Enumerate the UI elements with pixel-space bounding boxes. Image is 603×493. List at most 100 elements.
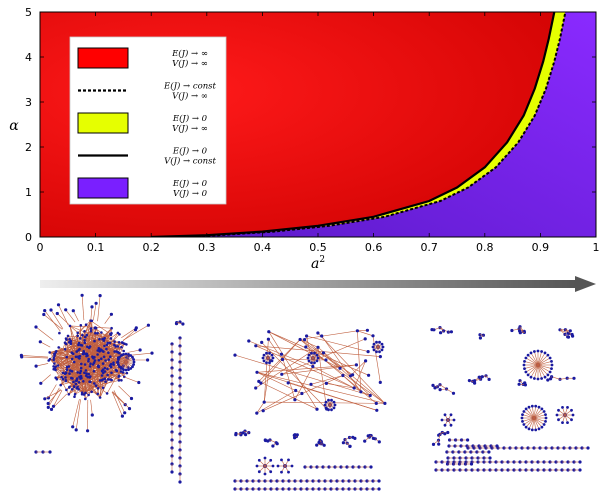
network-node: [524, 425, 528, 429]
network-node: [449, 413, 453, 417]
network-node: [487, 450, 491, 454]
network-node: [341, 373, 345, 378]
network-node: [87, 393, 90, 397]
network-node: [378, 380, 382, 384]
network-node: [372, 342, 376, 346]
legend-item: E(J) → 0V(J) → ∞: [77, 112, 208, 134]
network-node: [87, 359, 90, 363]
legend-label-line1: E(J) → ∞: [171, 48, 208, 59]
network-edge: [127, 349, 141, 353]
network-node: [377, 440, 381, 444]
network-node: [74, 382, 78, 386]
network-node: [522, 410, 526, 413]
network-edge: [268, 339, 283, 360]
network-node: [54, 376, 57, 380]
network-edge: [534, 364, 539, 379]
network-node: [48, 357, 52, 361]
network-node: [54, 350, 58, 353]
network-edge: [261, 342, 327, 410]
network-edge: [255, 345, 381, 357]
network-node: [138, 348, 142, 352]
network-node: [43, 309, 47, 313]
network-edge: [530, 352, 539, 366]
solid-boundary-line: [151, 12, 556, 237]
network-node: [254, 386, 258, 390]
network-edge: [101, 332, 119, 359]
network-node: [102, 355, 106, 359]
network-edge: [90, 399, 93, 416]
network-node: [181, 322, 185, 326]
network-node: [550, 360, 553, 363]
network-edge: [533, 417, 546, 422]
network-node: [63, 372, 67, 376]
network-node: [530, 428, 534, 432]
network-edge: [93, 303, 97, 321]
network-node: [94, 331, 97, 335]
network-edge: [40, 341, 51, 348]
network-node: [70, 388, 74, 391]
network-node: [446, 430, 450, 435]
network-panel-left: [19, 293, 185, 484]
network-edge: [532, 417, 535, 430]
network-node: [84, 397, 87, 401]
arrow-shaft: [40, 280, 575, 288]
network-node: [333, 403, 337, 407]
network-node: [488, 456, 492, 460]
network-node: [78, 354, 82, 358]
network-node: [330, 398, 333, 402]
network-node: [115, 369, 119, 373]
network-node: [88, 345, 92, 348]
network-node: [304, 345, 308, 349]
network-edge: [78, 382, 89, 396]
network-node: [97, 364, 100, 368]
dashed-boundary-line: [162, 12, 567, 237]
network-node: [449, 330, 453, 334]
network-node: [290, 464, 294, 468]
network-node: [19, 353, 23, 357]
network-node: [380, 348, 384, 352]
network-edge: [113, 390, 125, 413]
network-node: [119, 367, 123, 370]
network-edge: [527, 354, 539, 366]
purple-region: [162, 12, 596, 237]
network-node: [549, 377, 553, 381]
network-node: [75, 379, 79, 382]
network-node: [48, 351, 51, 354]
network-node: [84, 323, 88, 327]
network-node: [371, 436, 375, 440]
network-node: [557, 408, 560, 412]
network-edge: [288, 382, 377, 411]
network-node: [544, 416, 548, 420]
network-node: [529, 375, 533, 379]
network-node: [90, 413, 94, 417]
network-node: [315, 353, 319, 357]
network-node: [275, 442, 279, 446]
network-node: [540, 425, 544, 429]
network-edge: [300, 330, 358, 340]
network-node: [431, 383, 435, 387]
network-node: [543, 375, 547, 379]
network-node: [79, 377, 82, 380]
network-node: [70, 357, 74, 361]
network-edge: [312, 366, 355, 389]
network-node: [71, 352, 75, 356]
network-edge: [48, 384, 57, 399]
network-node: [72, 380, 75, 384]
network-node: [46, 401, 50, 406]
network-node: [287, 458, 290, 462]
network-node: [306, 356, 310, 360]
network-node: [116, 331, 120, 335]
network-node: [262, 353, 266, 357]
network-node: [363, 439, 367, 443]
network-node: [72, 360, 76, 364]
network-node: [73, 392, 77, 396]
network-node: [255, 370, 259, 374]
network-node: [112, 361, 115, 365]
network-node: [367, 373, 371, 377]
network-edge: [528, 406, 535, 419]
network-node: [100, 349, 104, 352]
network-node: [271, 356, 275, 360]
network-node: [546, 378, 550, 382]
network-edge: [111, 391, 123, 417]
